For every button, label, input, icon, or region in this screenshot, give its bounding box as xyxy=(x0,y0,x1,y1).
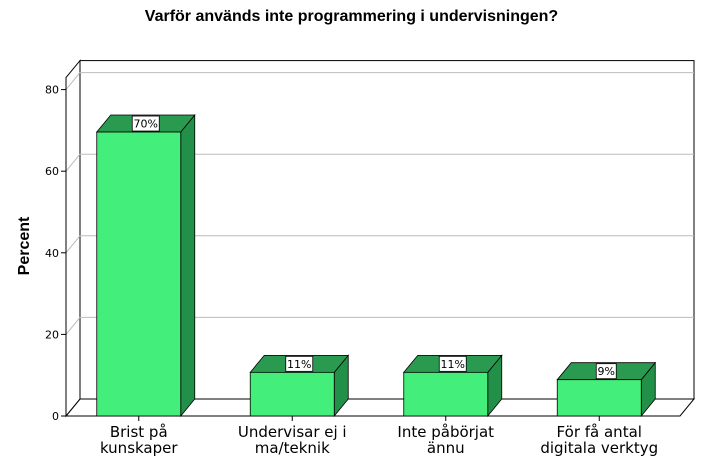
data-label: 9% xyxy=(598,365,615,378)
bar xyxy=(403,371,489,417)
data-label-box xyxy=(285,355,314,372)
data-label-box xyxy=(131,115,160,132)
bar-side xyxy=(180,113,196,418)
x-tick-label: Undervisar ej i ma/teknik xyxy=(238,423,347,457)
x-tick-label: Brist på kunskaper xyxy=(100,423,178,457)
gridline-side xyxy=(65,317,81,335)
y-tick-label: 20 xyxy=(45,328,59,341)
bar xyxy=(556,379,642,417)
chart-title: Varför används inte programmering i unde… xyxy=(144,8,559,25)
y-tick-label: 0 xyxy=(52,410,59,423)
data-label: 11% xyxy=(287,358,311,371)
gridline-side xyxy=(65,153,81,172)
y-tick-label: 80 xyxy=(45,84,59,97)
data-label: 11% xyxy=(441,358,465,371)
data-label-box xyxy=(595,363,617,380)
data-label: 70% xyxy=(134,118,158,131)
data-label-box xyxy=(438,355,467,372)
bar xyxy=(96,131,182,417)
bar xyxy=(249,371,335,417)
x-tick-label: För få antal digitala verktyg xyxy=(540,423,658,457)
gridline-side xyxy=(65,235,81,254)
y-tick-label: 60 xyxy=(45,165,59,178)
gridline-side xyxy=(65,72,81,90)
y-tick-label: 40 xyxy=(45,247,59,260)
x-tick-label: Inte påbörjat ännu xyxy=(397,423,494,457)
